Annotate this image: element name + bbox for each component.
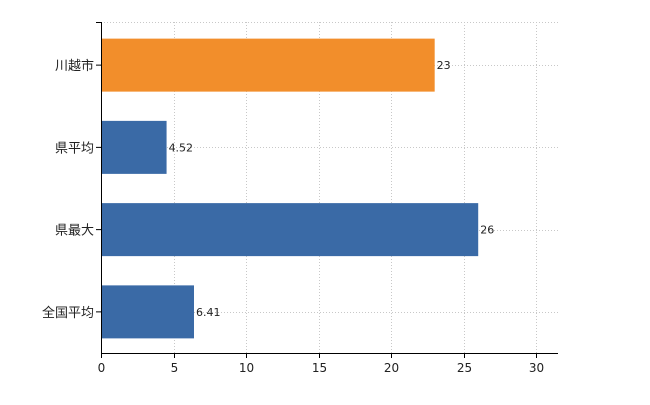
x-tick-label-1: 5 [171,361,179,375]
axis-layer [96,22,558,358]
x-tick-label-4: 20 [384,361,399,375]
category-label-2: 県最大 [55,224,94,239]
data-label-3: 6.41 [196,306,221,319]
x-tick-label-0: 0 [98,361,106,375]
data-label-0: 23 [437,59,451,72]
category-label-3: 全国平均 [42,305,94,321]
bar-3 [101,285,194,339]
x-tick-label-6: 30 [529,361,544,375]
category-label-0: 川越市 [55,58,94,74]
label-layer: 23 川越市 4.52 県平均 26 県最大 6.41 全国平均 0 5 10 15 20 25 30 [42,58,544,375]
data-label-2: 26 [480,224,494,237]
x-tick-label-3: 15 [312,361,327,375]
category-label-1: 県平均 [55,141,94,156]
bar-layer [101,38,479,339]
bar-1 [101,120,167,174]
data-label-1: 4.52 [169,141,194,154]
x-tick-label-2: 10 [239,361,254,375]
bar-0 [101,38,435,92]
bar-2 [101,203,479,257]
x-tick-label-5: 25 [457,361,472,375]
